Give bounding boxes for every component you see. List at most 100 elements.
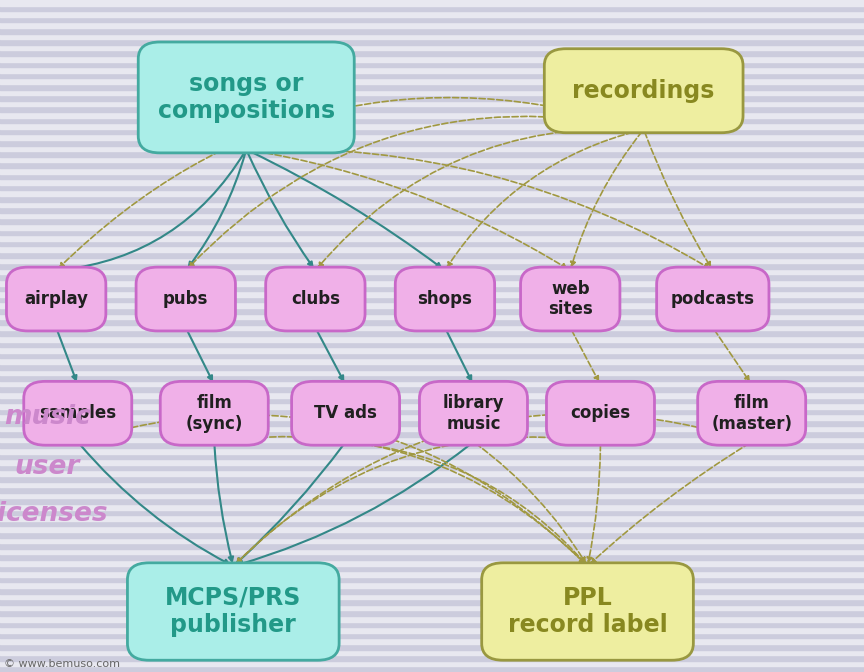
Bar: [0, 62, 864, 67]
Bar: [0, 163, 864, 168]
Bar: [0, 454, 864, 459]
Bar: [0, 173, 864, 179]
FancyBboxPatch shape: [138, 42, 354, 153]
Bar: [0, 409, 864, 415]
Bar: [0, 140, 864, 146]
Bar: [0, 593, 864, 599]
FancyBboxPatch shape: [266, 267, 365, 331]
FancyBboxPatch shape: [7, 267, 105, 331]
FancyBboxPatch shape: [546, 382, 654, 445]
Bar: [0, 319, 864, 325]
Bar: [0, 420, 864, 425]
Bar: [0, 347, 864, 353]
Bar: [0, 123, 864, 129]
Bar: [0, 106, 864, 112]
FancyBboxPatch shape: [128, 563, 339, 660]
Bar: [0, 554, 864, 560]
Bar: [0, 482, 864, 487]
Bar: [0, 571, 864, 577]
Bar: [0, 185, 864, 190]
FancyBboxPatch shape: [544, 49, 743, 133]
Bar: [0, 207, 864, 213]
Text: podcasts: podcasts: [670, 290, 755, 308]
FancyBboxPatch shape: [657, 267, 769, 331]
Bar: [0, 230, 864, 235]
Bar: [0, 375, 864, 381]
Bar: [0, 448, 864, 454]
Bar: [0, 560, 864, 566]
Bar: [0, 151, 864, 157]
Bar: [0, 521, 864, 526]
Bar: [0, 403, 864, 409]
Bar: [0, 336, 864, 341]
Bar: [0, 252, 864, 257]
Text: airplay: airplay: [24, 290, 88, 308]
Bar: [0, 499, 864, 504]
Bar: [0, 129, 864, 134]
Bar: [0, 465, 864, 470]
Bar: [0, 241, 864, 247]
Bar: [0, 526, 864, 532]
Bar: [0, 538, 864, 543]
Text: library
music: library music: [442, 394, 505, 433]
Bar: [0, 50, 864, 56]
FancyBboxPatch shape: [520, 267, 620, 331]
Bar: [0, 118, 864, 123]
Bar: [0, 476, 864, 482]
Bar: [0, 644, 864, 650]
Bar: [0, 415, 864, 420]
Text: user: user: [15, 454, 80, 480]
Bar: [0, 398, 864, 403]
Bar: [0, 291, 864, 297]
Bar: [0, 218, 864, 224]
Bar: [0, 627, 864, 633]
Text: songs or
compositions: songs or compositions: [157, 71, 335, 124]
Text: music: music: [4, 404, 91, 429]
Bar: [0, 224, 864, 230]
Bar: [0, 274, 864, 280]
Text: MCPS/PRS
publisher: MCPS/PRS publisher: [165, 585, 302, 638]
Text: clubs: clubs: [291, 290, 340, 308]
Bar: [0, 532, 864, 538]
Bar: [0, 437, 864, 442]
Bar: [0, 331, 864, 336]
Bar: [0, 353, 864, 358]
Text: TV ads: TV ads: [314, 405, 377, 422]
Bar: [0, 39, 864, 45]
Bar: [0, 0, 864, 5]
Bar: [0, 247, 864, 252]
Bar: [0, 28, 864, 34]
Bar: [0, 650, 864, 655]
Bar: [0, 308, 864, 314]
Text: pubs: pubs: [163, 290, 208, 308]
Bar: [0, 370, 864, 375]
Bar: [0, 202, 864, 207]
Bar: [0, 297, 864, 302]
Bar: [0, 302, 864, 308]
Text: copies: copies: [570, 405, 631, 422]
Bar: [0, 196, 864, 202]
FancyBboxPatch shape: [396, 267, 494, 331]
Bar: [0, 269, 864, 274]
Bar: [0, 45, 864, 50]
Bar: [0, 358, 864, 364]
Bar: [0, 543, 864, 549]
FancyBboxPatch shape: [292, 382, 399, 445]
FancyBboxPatch shape: [697, 382, 805, 445]
Bar: [0, 168, 864, 173]
Bar: [0, 286, 864, 291]
Bar: [0, 22, 864, 28]
Bar: [0, 257, 864, 263]
FancyBboxPatch shape: [137, 267, 235, 331]
Bar: [0, 146, 864, 151]
Bar: [0, 84, 864, 89]
Bar: [0, 515, 864, 521]
Bar: [0, 213, 864, 218]
Text: © www.bemuso.com: © www.bemuso.com: [4, 659, 120, 669]
Bar: [0, 5, 864, 11]
Bar: [0, 364, 864, 370]
Text: web
sites: web sites: [548, 280, 593, 319]
Bar: [0, 11, 864, 17]
Bar: [0, 566, 864, 571]
Bar: [0, 616, 864, 622]
